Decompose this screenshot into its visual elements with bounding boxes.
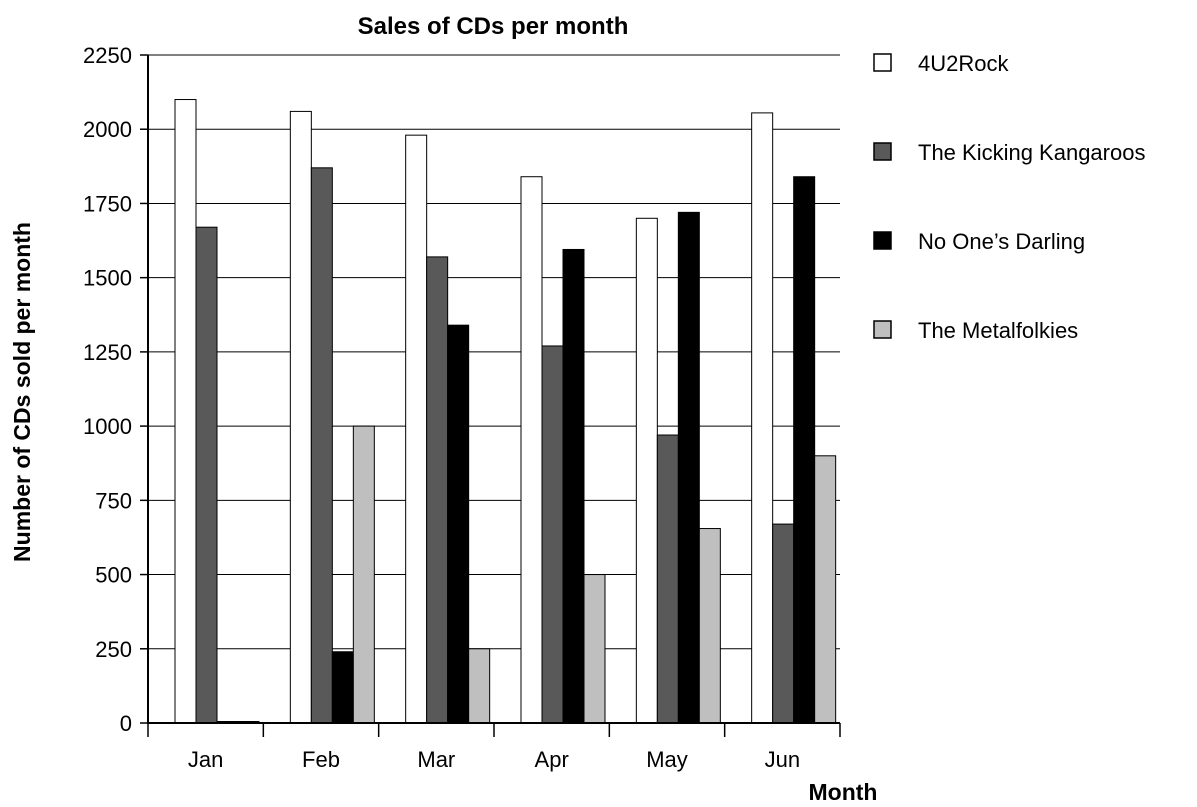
y-tick-label: 2000 <box>83 117 132 142</box>
bar <box>352 425 375 724</box>
y-tick-label: 0 <box>120 711 132 736</box>
x-axis-title: Month <box>809 779 878 805</box>
bar <box>751 112 774 724</box>
bar <box>656 434 679 724</box>
y-tick-label: 1000 <box>83 414 132 439</box>
bar <box>635 217 658 724</box>
x-tick-label: Jan <box>188 747 223 772</box>
x-tick-label: May <box>646 747 688 772</box>
bar <box>310 167 333 724</box>
bar <box>174 99 197 724</box>
bar <box>583 574 606 724</box>
legend-label: The Metalfolkies <box>918 318 1078 343</box>
legend-label: The Kicking Kangaroos <box>918 140 1145 165</box>
bar <box>405 134 428 724</box>
y-tick-label: 2250 <box>83 43 132 68</box>
legend-label: No One’s Darling <box>918 229 1085 254</box>
gridlines <box>148 54 840 650</box>
x-tick-label: Feb <box>302 747 340 772</box>
legend: 4U2Rock The Kicking Kangaroos No One’s Dar… <box>873 51 1145 343</box>
legend-label: 4U2Rock <box>918 51 1009 76</box>
bar <box>331 651 354 724</box>
legend-swatch <box>873 142 892 161</box>
bar <box>698 528 721 724</box>
y-tick-label: 1750 <box>83 191 132 216</box>
bar <box>289 110 312 724</box>
bar <box>677 211 700 724</box>
bar <box>814 455 837 724</box>
y-axis-title: Number of CDs sold per month <box>9 222 35 562</box>
x-tick-label: Mar <box>417 747 455 772</box>
chart-title: Sales of CDs per month <box>358 13 629 40</box>
bar <box>468 648 491 724</box>
legend-swatch <box>873 320 892 339</box>
bar <box>541 345 564 724</box>
legend-swatch <box>873 231 892 250</box>
bar <box>447 324 470 724</box>
y-tick-label: 500 <box>95 563 132 588</box>
y-tick-label: 750 <box>95 488 132 513</box>
y-axis-ticks: 0 250 500 750 1000 1250 1500 1750 2000 2250 <box>83 43 148 736</box>
legend-swatch <box>873 53 892 72</box>
y-tick-label: 1250 <box>83 340 132 365</box>
x-tick-label: Apr <box>535 747 569 772</box>
axes <box>147 55 840 724</box>
x-tick-label: Jun <box>765 747 800 772</box>
bar <box>772 523 795 724</box>
x-axis-ticks: Jan Feb Mar Apr May Jun <box>147 723 841 772</box>
y-tick-label: 1500 <box>83 266 132 291</box>
bar <box>426 256 449 724</box>
y-tick-label: 250 <box>95 637 132 662</box>
bar <box>520 176 543 724</box>
bars <box>174 99 837 724</box>
bar <box>195 226 218 724</box>
bar <box>562 248 585 724</box>
bar <box>793 176 816 724</box>
